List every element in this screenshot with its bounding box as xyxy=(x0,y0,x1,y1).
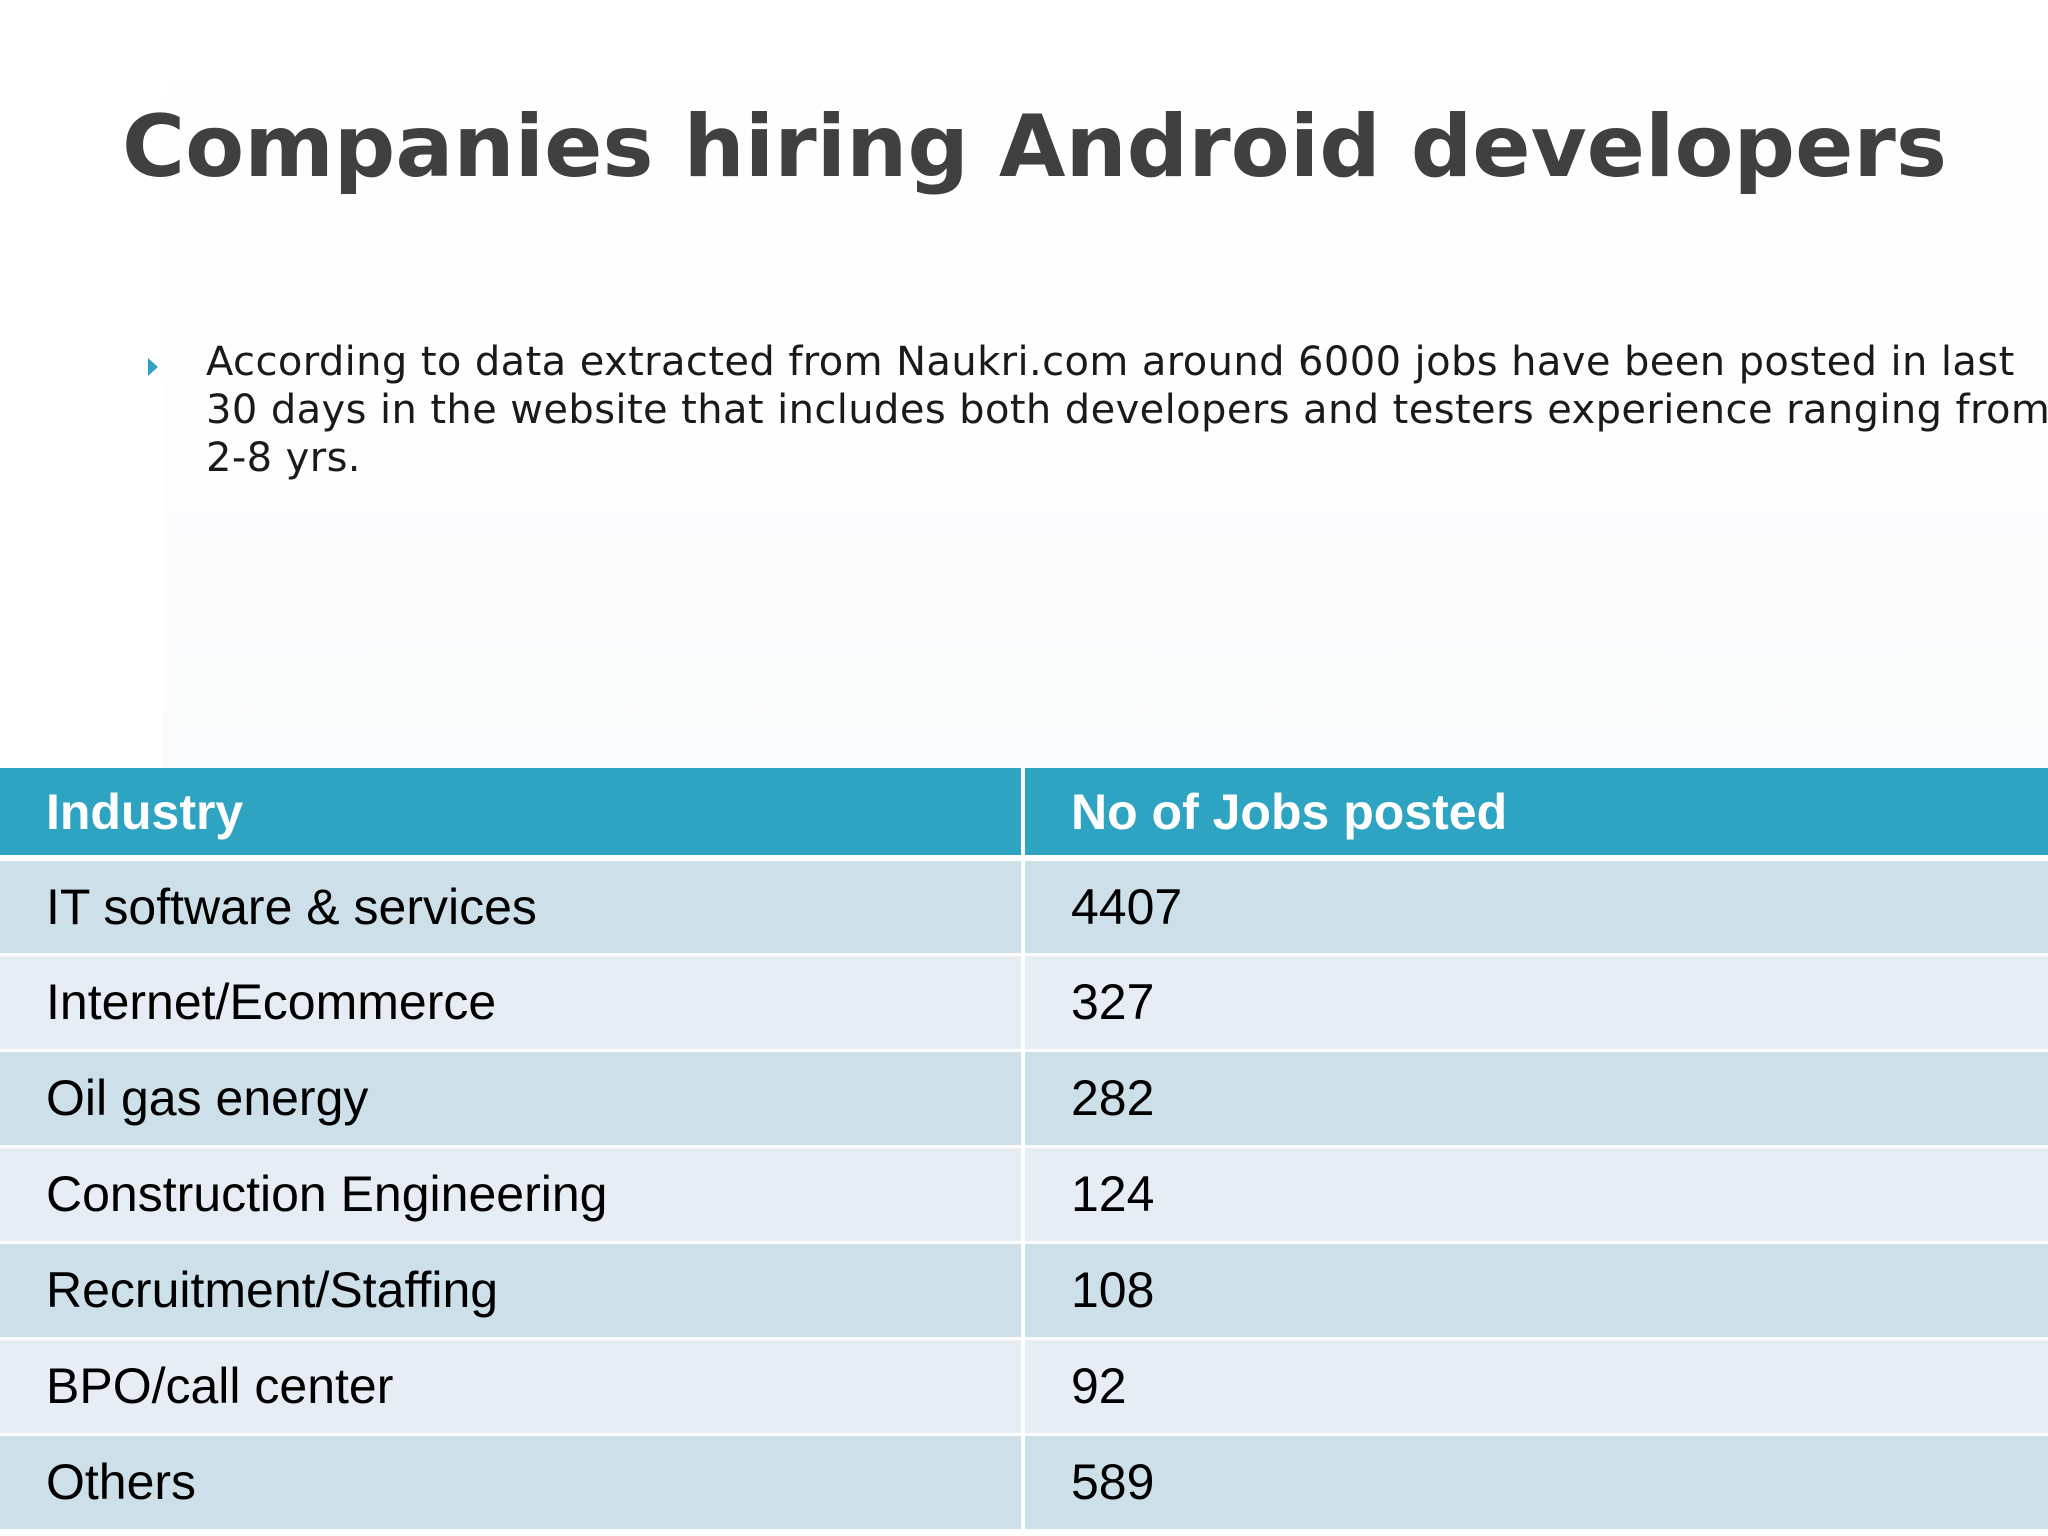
table-row: IT software & services 4407 xyxy=(0,858,2048,956)
table-row: Construction Engineering 124 xyxy=(0,1146,2048,1244)
jobs-count-cell: 327 xyxy=(1023,954,2048,1052)
industry-cell: Others xyxy=(0,1434,1025,1532)
column-header-industry: Industry xyxy=(0,768,1025,861)
industry-cell: Recruitment/Staffing xyxy=(0,1242,1025,1340)
content-panel-background xyxy=(163,0,2048,770)
industry-cell: Construction Engineering xyxy=(0,1146,1025,1244)
table-header-row: Industry No of Jobs posted xyxy=(0,768,2048,861)
jobs-count-cell: 282 xyxy=(1023,1050,2048,1148)
triangle-bullet-icon xyxy=(148,358,158,376)
table-row: Oil gas energy 282 xyxy=(0,1050,2048,1148)
column-header-jobs-posted: No of Jobs posted xyxy=(1023,768,2048,861)
industry-cell: Oil gas energy xyxy=(0,1050,1025,1148)
table-row: BPO/call center 92 xyxy=(0,1338,2048,1436)
jobs-count-cell: 92 xyxy=(1023,1338,2048,1436)
jobs-by-industry-table: Industry No of Jobs posted IT software &… xyxy=(0,768,2048,1532)
jobs-count-cell: 108 xyxy=(1023,1242,2048,1340)
jobs-count-cell: 124 xyxy=(1023,1146,2048,1244)
bullet-text: According to data extracted from Naukri.… xyxy=(206,339,2048,481)
table-row: Others 589 xyxy=(0,1434,2048,1532)
industry-cell: IT software & services xyxy=(0,858,1025,956)
slide-title: Companies hiring Android developers xyxy=(122,97,1948,197)
industry-cell: BPO/call center xyxy=(0,1338,1025,1436)
table-row: Internet/Ecommerce 327 xyxy=(0,954,2048,1052)
table-row: Recruitment/Staffing 108 xyxy=(0,1242,2048,1340)
industry-cell: Internet/Ecommerce xyxy=(0,954,1025,1052)
jobs-count-cell: 589 xyxy=(1023,1434,2048,1532)
jobs-count-cell: 4407 xyxy=(1023,858,2048,956)
